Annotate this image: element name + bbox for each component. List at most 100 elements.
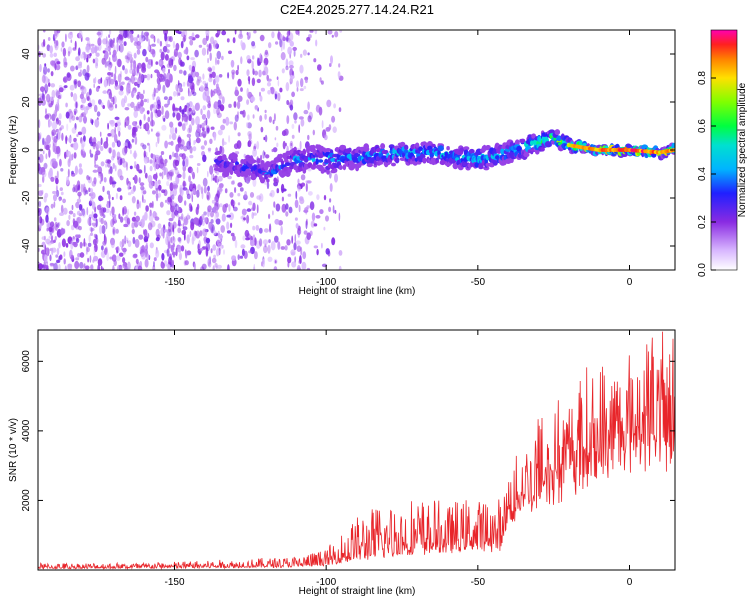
noise-speckle xyxy=(160,227,166,237)
noise-speckle xyxy=(317,64,322,71)
noise-speckle xyxy=(152,210,157,219)
noise-speckle xyxy=(172,40,176,49)
noise-speckle xyxy=(173,188,178,196)
signal-cell xyxy=(338,165,343,170)
noise-speckle xyxy=(53,194,57,202)
noise-speckle xyxy=(131,222,135,229)
noise-speckle xyxy=(164,54,169,61)
noise-speckle xyxy=(86,246,90,253)
noise-speckle xyxy=(76,210,81,216)
noise-speckle xyxy=(72,184,76,188)
noise-speckle xyxy=(142,199,146,204)
noise-speckle xyxy=(127,192,132,196)
noise-speckle xyxy=(141,31,144,39)
noise-speckle xyxy=(219,203,223,208)
noise-speckle xyxy=(83,238,86,247)
noise-speckle xyxy=(211,65,216,72)
noise-speckle xyxy=(95,218,98,227)
noise-speckle xyxy=(287,46,293,55)
noise-speckle xyxy=(171,151,175,158)
colorbar-tick-label: 0.6 xyxy=(697,119,708,133)
noise-speckle xyxy=(196,166,199,174)
noise-speckle xyxy=(75,101,78,109)
noise-speckle xyxy=(77,80,82,88)
noise-speckle xyxy=(183,218,188,226)
noise-speckle xyxy=(273,113,276,122)
noise-speckle xyxy=(99,180,102,185)
noise-speckle xyxy=(312,129,315,136)
noise-speckle xyxy=(116,58,118,66)
noise-speckle xyxy=(264,49,269,56)
noise-speckle xyxy=(97,166,103,174)
y-tick-label: 4000 xyxy=(21,419,32,442)
noise-speckle xyxy=(226,221,230,230)
noise-speckle xyxy=(266,181,270,190)
noise-speckle xyxy=(58,113,62,120)
noise-speckle xyxy=(122,206,127,215)
snr-frame xyxy=(37,329,676,571)
noise-speckle xyxy=(98,99,102,105)
noise-speckle xyxy=(240,244,246,249)
noise-speckle xyxy=(251,41,256,47)
noise-speckle xyxy=(216,30,221,36)
noise-speckle xyxy=(307,134,310,141)
noise-speckle xyxy=(48,82,51,87)
noise-speckle xyxy=(262,150,266,159)
noise-speckle xyxy=(211,71,216,79)
noise-speckle xyxy=(51,247,57,253)
noise-speckle xyxy=(178,252,182,261)
noise-speckle xyxy=(207,185,210,192)
signal-cell xyxy=(391,162,396,167)
noise-speckle xyxy=(117,73,122,83)
signal-cell xyxy=(250,159,257,164)
noise-speckle xyxy=(143,156,148,164)
noise-speckle xyxy=(55,89,59,97)
noise-speckle xyxy=(72,187,76,193)
noise-speckle xyxy=(282,35,285,41)
noise-speckle xyxy=(138,169,143,174)
signal-cell xyxy=(302,148,307,156)
noise-speckle xyxy=(59,158,62,167)
noise-speckle xyxy=(294,256,297,263)
noise-speckle xyxy=(189,230,192,238)
noise-speckle xyxy=(296,87,299,92)
noise-speckle xyxy=(210,219,214,224)
noise-speckle xyxy=(331,237,336,246)
noise-speckle xyxy=(252,55,255,60)
noise-speckle xyxy=(188,203,192,209)
noise-speckle xyxy=(162,45,168,53)
noise-speckle xyxy=(120,81,125,85)
noise-speckle xyxy=(146,98,150,104)
noise-speckle xyxy=(263,239,268,246)
noise-speckle xyxy=(216,59,220,65)
noise-speckle xyxy=(104,50,109,60)
noise-speckle xyxy=(93,255,99,262)
noise-speckle xyxy=(181,153,186,160)
noise-speckle xyxy=(334,173,338,183)
noise-speckle xyxy=(49,96,54,102)
noise-speckle xyxy=(110,239,115,249)
noise-speckle xyxy=(67,168,70,178)
noise-speckle xyxy=(127,183,130,191)
noise-speckle xyxy=(245,237,250,241)
noise-speckle xyxy=(96,141,102,149)
noise-speckle xyxy=(62,198,66,204)
noise-speckle xyxy=(300,78,304,88)
noise-speckle xyxy=(156,99,161,107)
noise-speckle xyxy=(108,57,111,62)
noise-speckle xyxy=(101,225,106,234)
noise-speckle xyxy=(77,191,82,197)
noise-speckle xyxy=(93,243,98,253)
noise-speckle xyxy=(130,189,135,195)
spectrogram-panel: -150 -100 -50 0 -40 -20 0 20 40 Height of strai… xyxy=(8,29,676,297)
noise-speckle xyxy=(143,31,150,37)
noise-speckle xyxy=(299,88,304,92)
spectrogram-y-axis-label: Frequency (Hz) xyxy=(8,116,19,185)
noise-speckle xyxy=(211,199,215,204)
noise-speckle xyxy=(288,206,293,214)
noise-speckle xyxy=(63,56,67,66)
noise-speckle xyxy=(86,57,89,63)
noise-speckle xyxy=(171,251,177,256)
noise-speckle xyxy=(203,211,207,216)
noise-speckle xyxy=(260,87,265,92)
